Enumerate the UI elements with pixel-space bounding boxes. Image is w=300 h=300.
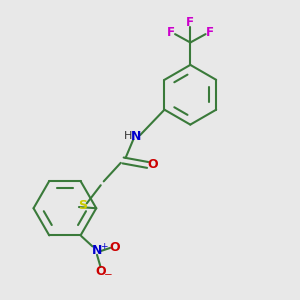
Text: −: − bbox=[104, 270, 112, 280]
Text: +: + bbox=[100, 242, 107, 250]
Text: O: O bbox=[110, 242, 120, 254]
Text: N: N bbox=[92, 244, 102, 257]
Text: S: S bbox=[78, 199, 87, 212]
Text: N: N bbox=[131, 130, 142, 143]
Text: F: F bbox=[206, 26, 214, 38]
Text: F: F bbox=[186, 16, 194, 29]
Text: O: O bbox=[148, 158, 158, 171]
Text: F: F bbox=[167, 26, 175, 38]
Text: O: O bbox=[95, 265, 106, 278]
Text: H: H bbox=[124, 131, 132, 141]
